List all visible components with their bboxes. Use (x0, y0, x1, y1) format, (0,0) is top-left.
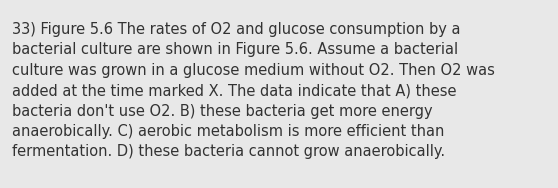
Text: 33) Figure 5.6 The rates of O2 and glucose consumption by a
bacterial culture ar: 33) Figure 5.6 The rates of O2 and gluco… (12, 22, 495, 159)
